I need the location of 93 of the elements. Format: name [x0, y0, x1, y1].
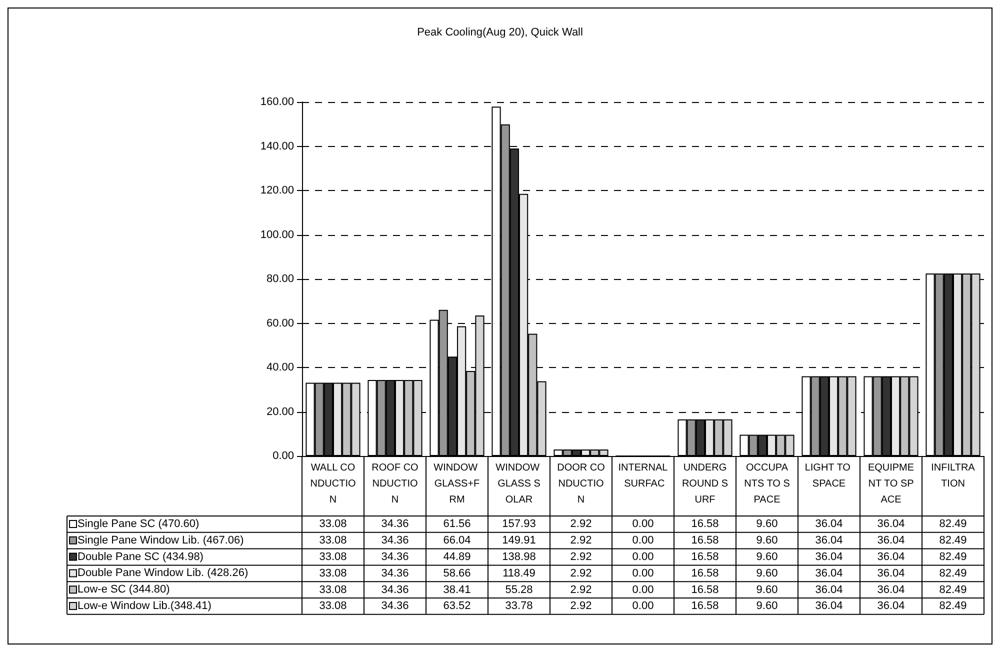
x-tick-label: DOOR CONDUCTION: [557, 462, 606, 506]
data-label: 33.08: [319, 518, 347, 530]
data-label: 36.04: [877, 600, 905, 612]
legend-label: Double Pane SC (434.98): [78, 550, 204, 563]
y-tick-label: 20.00: [266, 406, 294, 418]
data-label: 0.00: [632, 584, 654, 596]
legend-label: Double Pane Window Lib. (428.26): [78, 567, 248, 580]
legend-label: Low-e Window Lib.(348.41): [78, 600, 212, 612]
data-label: 0.00: [632, 534, 654, 547]
legend-label: Low-e SC (344.80): [78, 584, 170, 596]
data-label: 82.49: [939, 567, 967, 580]
data-label: 16.58: [691, 534, 719, 547]
data-label: 34.36: [381, 518, 409, 530]
x-tick-label: UNDERGROUND SURF: [682, 462, 728, 506]
data-label: 0.00: [632, 518, 654, 530]
x-tick-label: ROOF CONDUCTION: [372, 462, 419, 506]
data-label: 16.58: [691, 518, 719, 530]
data-label: 58.66: [443, 567, 471, 580]
data-label: 82.49: [939, 600, 967, 612]
data-label: 118.49: [502, 567, 536, 580]
data-label: 82.49: [939, 534, 967, 547]
data-label: 33.08: [319, 534, 347, 547]
data-label: 16.58: [691, 551, 719, 563]
data-label: 33.08: [319, 567, 347, 580]
x-tick-label: WINDOW GLASS+FRM: [434, 462, 480, 506]
data-label: 9.60: [756, 600, 778, 612]
y-tick-label: 80.00: [266, 273, 294, 285]
data-label: 82.49: [939, 551, 967, 563]
y-tick-label: 140.00: [260, 140, 294, 152]
data-label: 2.92: [570, 534, 592, 547]
data-label: 2.92: [570, 551, 592, 563]
data-label: 36.04: [815, 551, 843, 563]
data-label: 36.04: [877, 551, 905, 563]
y-tick-label: 120.00: [260, 184, 294, 196]
data-label: 138.98: [502, 551, 536, 563]
data-label: 157.93: [502, 518, 536, 530]
data-label: 63.52: [443, 600, 471, 612]
data-label: 38.41: [443, 584, 471, 596]
y-tick-label: 160.00: [260, 96, 294, 108]
data-label: 0.00: [632, 567, 654, 580]
data-label: 34.36: [381, 534, 409, 547]
data-label: 36.04: [815, 584, 843, 596]
data-label: 33.08: [319, 584, 347, 596]
x-tick-label: LIGHT TO SPACE: [804, 462, 854, 490]
x-tick-label: WALL CONDUCTION: [310, 462, 356, 506]
x-tick-label: INFILTRATION: [931, 462, 976, 490]
data-label: 34.36: [381, 567, 409, 580]
data-label: 44.89: [443, 551, 471, 563]
data-label: 9.60: [756, 518, 778, 530]
data-label: 55.28: [505, 584, 533, 596]
data-label: 33.78: [505, 600, 533, 612]
y-tick-label: 100.00: [260, 228, 294, 241]
data-label: 36.04: [815, 567, 843, 580]
data-label: 0.00: [632, 551, 654, 563]
data-label: 9.60: [756, 584, 778, 596]
x-tick-label: INTERNAL SURFAC: [618, 462, 668, 490]
x-tick-label: OCCUPANTS TO SPACE: [744, 462, 790, 506]
data-label: 36.04: [815, 600, 843, 612]
data-label: 9.60: [756, 534, 778, 547]
data-label: 2.92: [570, 518, 592, 530]
x-tick-label: EQUIPMENT TO SPACE: [868, 462, 914, 506]
y-tick-label: 40.00: [266, 362, 294, 374]
data-label: 16.58: [691, 567, 719, 580]
data-label: 34.36: [381, 551, 409, 563]
legend-label: Single Pane Window Lib. (467.06): [78, 534, 244, 546]
data-label: 82.49: [939, 584, 967, 596]
data-label: 34.36: [381, 584, 409, 596]
data-label: 2.92: [570, 600, 592, 612]
data-label: 36.04: [877, 518, 905, 530]
data-label: 9.60: [756, 567, 778, 580]
data-label: 36.04: [815, 518, 843, 530]
data-label: 61.56: [443, 518, 471, 530]
data-label: 34.36: [381, 600, 409, 612]
data-label: 9.60: [756, 551, 778, 563]
data-label: 66.04: [443, 534, 471, 547]
data-label: 16.58: [691, 584, 719, 596]
data-label: 36.04: [877, 534, 905, 547]
data-label: 16.58: [691, 600, 719, 612]
data-label: 82.49: [939, 518, 967, 530]
y-tick-label: 0.00: [272, 450, 294, 462]
data-label: 2.92: [570, 567, 592, 580]
legend-label: Single Pane SC (470.60): [78, 518, 200, 530]
data-label: 36.04: [815, 534, 843, 547]
data-label: 2.92: [570, 584, 592, 596]
chart-title: Peak Cooling(Aug 20), Quick Wall: [417, 26, 583, 38]
data-label: 36.04: [877, 567, 905, 580]
data-label: 33.08: [319, 600, 347, 612]
data-label: 149.91: [502, 534, 536, 547]
data-label: 0.00: [632, 600, 654, 612]
x-tick-label: WINDOW GLASS SOLAR: [496, 462, 542, 506]
y-tick-label: 60.00: [266, 317, 294, 330]
data-label: 36.04: [877, 584, 905, 596]
data-label: 33.08: [319, 551, 347, 563]
